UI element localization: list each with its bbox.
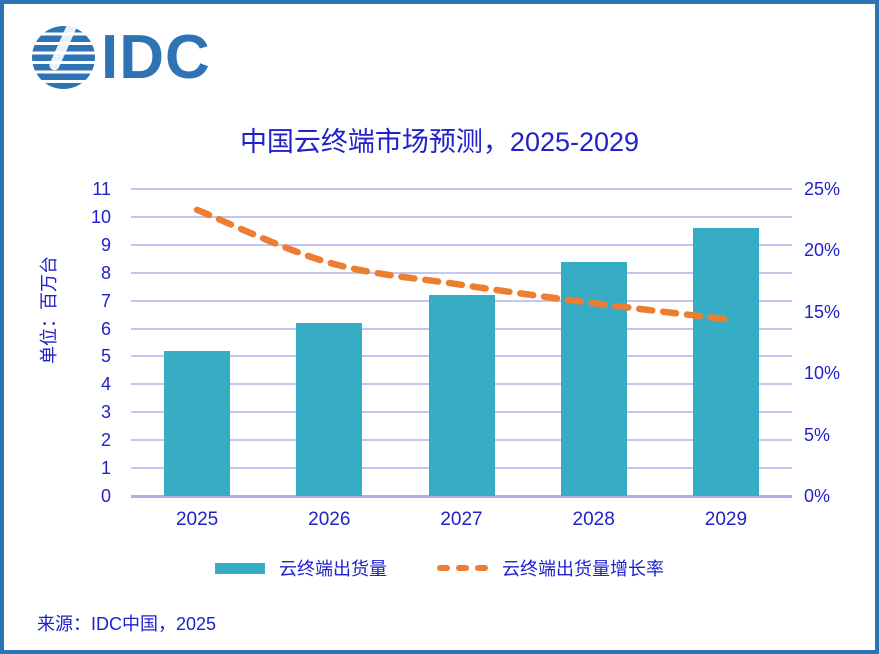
gridline (131, 495, 792, 498)
x-axis-label-2027: 2027 (440, 509, 483, 530)
left-axis-tick-label: 7 (100, 290, 111, 311)
left-axis-tick-label: 11 (92, 179, 111, 199)
left-axis-tick-label: 6 (100, 318, 111, 339)
left-axis-tick-label: 10 (90, 206, 111, 227)
left-axis-tick-label: 8 (100, 262, 111, 283)
idc-logo: IDC (32, 26, 211, 89)
right-axis-tick-label: 20% (804, 240, 841, 261)
bar-2029 (692, 228, 759, 496)
bar-2027 (428, 295, 495, 496)
chart-title: 中国云终端市场预测，2025-2029 (239, 127, 640, 157)
striped-globe-icon (32, 26, 95, 89)
legend-swatch-growth-line (437, 565, 488, 571)
plot-area (131, 188, 792, 498)
source-note: 来源：IDC中国，2025 (37, 614, 217, 634)
left-axis-tick-label: 4 (100, 374, 111, 395)
legend-label-growth: 云终端出货量增长率 (502, 559, 664, 579)
bar-2026 (296, 322, 363, 496)
gridline (131, 215, 792, 218)
right-axis-tick-label: 0% (804, 486, 831, 506)
left-axis-tick-label: 1 (100, 458, 111, 479)
left-axis-tick-label: 0 (100, 486, 111, 506)
left-axis-tick-label: 3 (100, 402, 111, 423)
x-axis-label-2028: 2028 (572, 509, 615, 530)
right-axis-tick-label: 25% (804, 179, 841, 199)
left-axis-tick-label: 5 (100, 346, 111, 367)
gridline (131, 271, 792, 274)
legend: 云终端出货量 云终端出货量增长率 (4, 555, 875, 581)
x-axis-label-2029: 2029 (704, 509, 748, 530)
right-axis-tick-label: 5% (804, 424, 831, 445)
growth-rate-line (193, 206, 730, 323)
left-axis-tick-label: 2 (100, 430, 111, 451)
gridline (131, 243, 792, 246)
legend-label-shipments: 云终端出货量 (279, 559, 387, 579)
right-axis-tick-label: 15% (804, 301, 841, 322)
legend-swatch-shipments (215, 562, 265, 574)
gridline (131, 188, 792, 190)
bar-2025 (164, 350, 231, 496)
left-axis-tick-label: 9 (100, 234, 111, 255)
right-axis-tick-label: 10% (804, 363, 841, 384)
x-axis-label-2026: 2026 (308, 509, 351, 530)
x-axis-label-2025: 2025 (175, 509, 219, 530)
logo-text: IDC (101, 23, 211, 92)
